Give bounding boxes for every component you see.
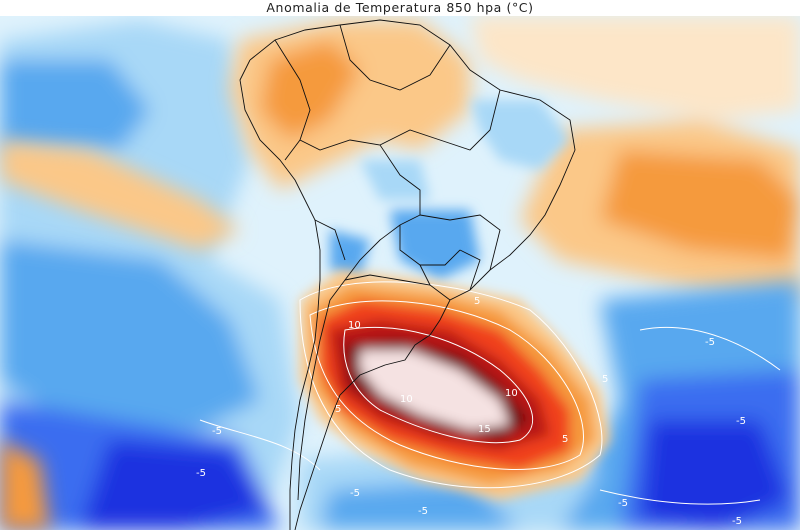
contour-label: 15 xyxy=(478,424,491,435)
contour-label: 5 xyxy=(602,374,608,385)
country-borders xyxy=(239,19,576,530)
contour-label: -5 xyxy=(350,488,360,499)
warm-anomaly-north xyxy=(230,20,470,190)
contour-label: -5 xyxy=(732,516,742,527)
contour-label: -5 xyxy=(212,426,222,437)
contour-label: 10 xyxy=(505,388,518,399)
contour-label: 5 xyxy=(562,434,568,445)
contour-label: 10 xyxy=(400,394,413,405)
cold-anomaly-west-pacific xyxy=(0,20,300,530)
anomaly-contours xyxy=(199,281,781,505)
contour-label: -5 xyxy=(705,337,715,348)
contour-label: -5 xyxy=(196,468,206,479)
warm-anomaly-northeast-atlantic xyxy=(470,16,800,300)
contour-label: 10 xyxy=(348,320,361,331)
contour-label: -5 xyxy=(618,498,628,509)
warm-anomaly-pacific xyxy=(0,140,240,530)
contour-label: 5 xyxy=(335,404,341,415)
contour-label: 5 xyxy=(474,296,480,307)
map-title: Anomalia de Temperatura 850 hpa (°C) xyxy=(0,0,800,16)
contour-label: -5 xyxy=(736,416,746,427)
cold-anomaly-brazil xyxy=(330,100,570,280)
contour-label: -5 xyxy=(418,506,428,517)
contour-labels: 10 10 10 15 5 5 5 5 -5 -5 -5 -5 -5 -5 -5… xyxy=(196,296,746,527)
temperature-anomaly-map: 10 10 10 15 5 5 5 5 -5 -5 -5 -5 -5 -5 -5… xyxy=(0,16,800,530)
